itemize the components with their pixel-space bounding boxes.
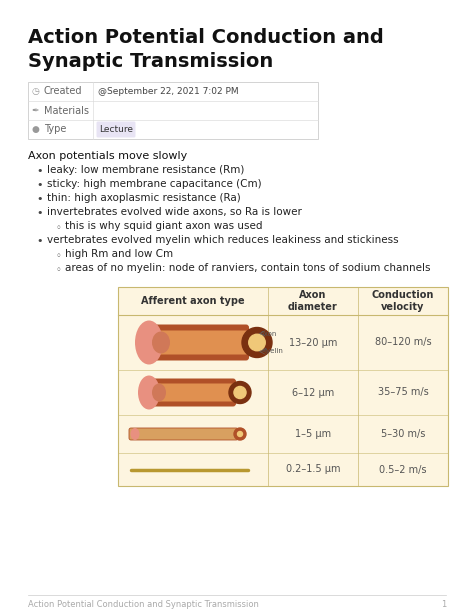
Text: •: • <box>36 180 43 190</box>
FancyBboxPatch shape <box>28 82 318 139</box>
Text: high Rm and low Cm: high Rm and low Cm <box>65 249 173 259</box>
FancyBboxPatch shape <box>118 287 448 486</box>
FancyBboxPatch shape <box>97 121 136 137</box>
Text: 1–5 μm: 1–5 μm <box>295 429 331 439</box>
FancyBboxPatch shape <box>148 324 249 360</box>
Text: 35–75 m/s: 35–75 m/s <box>378 387 428 397</box>
Circle shape <box>229 381 251 403</box>
Text: Lecture: Lecture <box>99 125 133 134</box>
Text: Axon potentials move slowly: Axon potentials move slowly <box>28 151 187 161</box>
Text: Action Potential Conduction and: Action Potential Conduction and <box>28 28 384 47</box>
Text: 80–120 m/s: 80–120 m/s <box>374 338 431 348</box>
Text: Synaptic Transmission: Synaptic Transmission <box>28 52 273 71</box>
Ellipse shape <box>130 428 139 440</box>
Circle shape <box>234 386 246 398</box>
Text: ●: ● <box>31 125 39 134</box>
Text: Materials: Materials <box>44 105 89 115</box>
Text: 0.2–1.5 μm: 0.2–1.5 μm <box>286 465 340 474</box>
Text: 1: 1 <box>441 600 446 609</box>
Text: sticky: high membrane capacitance (Cm): sticky: high membrane capacitance (Cm) <box>47 179 262 189</box>
Text: Created: Created <box>44 86 82 96</box>
Text: ◦: ◦ <box>56 251 62 261</box>
Text: leaky: low membrane resistance (Rm): leaky: low membrane resistance (Rm) <box>47 165 245 175</box>
Text: @September 22, 2021 7:02 PM: @September 22, 2021 7:02 PM <box>98 87 238 96</box>
Ellipse shape <box>138 376 160 409</box>
Text: vertebrates evolved myelin which reduces leakiness and stickiness: vertebrates evolved myelin which reduces… <box>47 235 399 245</box>
FancyBboxPatch shape <box>154 384 234 402</box>
Circle shape <box>249 334 265 351</box>
FancyBboxPatch shape <box>150 378 236 406</box>
Text: •: • <box>36 166 43 176</box>
Text: 5–30 m/s: 5–30 m/s <box>381 429 425 439</box>
FancyBboxPatch shape <box>152 330 247 354</box>
Text: ✒: ✒ <box>31 106 39 115</box>
FancyBboxPatch shape <box>129 428 238 440</box>
Circle shape <box>234 428 246 440</box>
Text: •: • <box>36 208 43 218</box>
Text: Myelin: Myelin <box>260 349 283 354</box>
Text: Type: Type <box>44 124 66 134</box>
Text: 0.5–2 m/s: 0.5–2 m/s <box>379 465 427 474</box>
Circle shape <box>242 327 272 357</box>
Text: •: • <box>36 236 43 246</box>
Circle shape <box>237 432 243 436</box>
Ellipse shape <box>152 384 166 402</box>
Text: areas of no myelin: node of ranviers, contain tons of sodium channels: areas of no myelin: node of ranviers, co… <box>65 263 430 273</box>
Text: this is why squid giant axon was used: this is why squid giant axon was used <box>65 221 263 231</box>
Text: 13–20 μm: 13–20 μm <box>289 338 337 348</box>
Text: 6–12 μm: 6–12 μm <box>292 387 334 397</box>
Text: ◦: ◦ <box>56 265 62 275</box>
Text: thin: high axoplasmic resistance (Ra): thin: high axoplasmic resistance (Ra) <box>47 193 241 203</box>
Text: ◷: ◷ <box>31 87 39 96</box>
Text: Action Potential Conduction and Synaptic Transmission: Action Potential Conduction and Synaptic… <box>28 600 259 609</box>
Text: Conduction
velocity: Conduction velocity <box>372 290 434 312</box>
Ellipse shape <box>135 321 163 365</box>
Text: Axon: Axon <box>260 330 277 337</box>
Text: Afferent axon type: Afferent axon type <box>141 296 245 306</box>
Text: •: • <box>36 194 43 204</box>
Text: invertebrates evolved wide axons, so Ra is lower: invertebrates evolved wide axons, so Ra … <box>47 207 302 217</box>
Text: ◦: ◦ <box>56 223 62 233</box>
Ellipse shape <box>152 332 170 354</box>
Text: Axon
diameter: Axon diameter <box>288 290 338 312</box>
